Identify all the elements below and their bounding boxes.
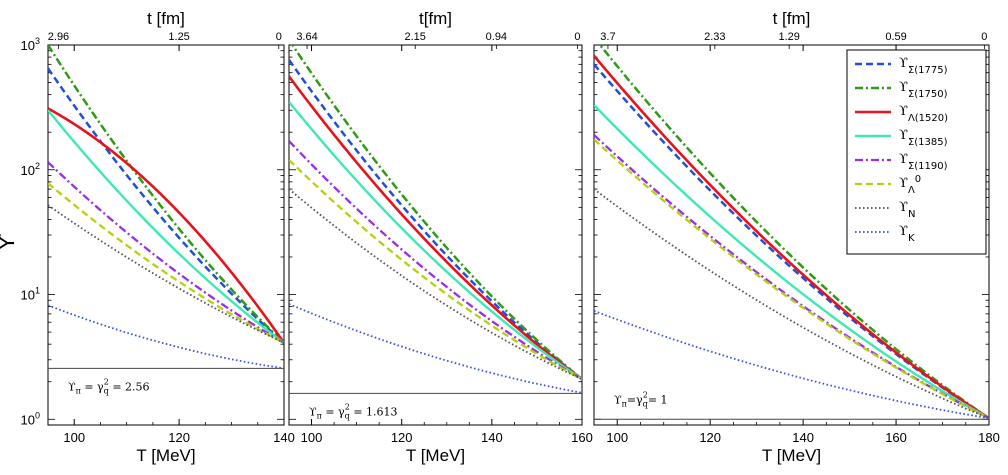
top-tick-label: 3.64 [296, 31, 317, 43]
gamma-annotation: ϒπ = γq2 = 2.56 [68, 377, 150, 395]
x-tick-label: 100 [301, 430, 323, 445]
top-tick-label: 0.59 [885, 31, 906, 43]
series-line [48, 182, 284, 344]
legend-entry: ϒΣ(1385) [855, 128, 948, 148]
series-line [48, 304, 284, 370]
series-line [594, 104, 989, 420]
series-line [48, 161, 284, 344]
series-group [48, 45, 284, 370]
legend-label: ϒΣ(1385) [899, 128, 948, 148]
legend-label: ϒK [899, 224, 915, 244]
series-line [598, 45, 989, 420]
x-tick-label: 100 [606, 430, 628, 445]
x-axis-title: T [MeV] [406, 446, 465, 465]
series-line [289, 159, 582, 381]
gamma-annotation: ϒπ=γq2= 1 [614, 390, 668, 408]
legend-entry: ϒΛ0 [855, 174, 921, 196]
series-line [594, 54, 989, 420]
legend-entry: ϒΣ(1190) [855, 152, 948, 172]
series-line [48, 107, 284, 344]
legend-entry: ϒN [855, 200, 915, 220]
legend-entry: ϒΛ(1520) [855, 104, 948, 124]
series-line [289, 101, 582, 381]
legend-entry: ϒΣ(1750) [855, 80, 948, 100]
top-tick-label: 1.25 [168, 31, 189, 43]
legend-label: ϒΣ(1190) [899, 152, 948, 172]
top-tick-label: 2.33 [704, 31, 725, 43]
y-tick-label: 100 [21, 410, 40, 427]
series-line [289, 188, 582, 380]
panel-3: 100 120 140 160 180 3.7 2.33 1.29 0.59 0 T [MeV] t … [593, 9, 1000, 465]
x-tick-label: 120 [391, 430, 413, 445]
top-tick-label: 0.94 [486, 31, 507, 43]
x-tick-label: 120 [168, 430, 190, 445]
series-line [594, 188, 989, 420]
top-axis-title: t [fm] [147, 9, 185, 28]
top-axis-title: t[fm] [419, 9, 452, 28]
series-line [48, 204, 284, 344]
panel-2: 100 120 140 160 3.64 2.15 0.94 0 T [MeV] t[fm] ϒπ … [288, 9, 593, 465]
x-axis-title: T [MeV] [762, 446, 821, 465]
series-line [289, 303, 582, 394]
top-axis-title: t [fm] [773, 9, 811, 28]
series-group [289, 45, 582, 394]
x-tick-label: 160 [885, 430, 907, 445]
series-line [48, 67, 284, 344]
x-tick-label: 180 [978, 430, 1000, 445]
series-line [289, 59, 582, 381]
legend-label: ϒΣ(1775) [899, 56, 948, 76]
x-tick-label: 120 [699, 430, 721, 445]
gamma-annotation: ϒπ = γq2 = 1.613 [309, 402, 398, 420]
legend-label: ϒΣ(1750) [899, 80, 948, 100]
series-group [594, 45, 989, 420]
y-axis-title: ϒ [0, 234, 19, 251]
panels-layer: 100 120 140 2.96 1.25 0 T [MeV] t [fm] ϒπ = γq2 … [21, 9, 1000, 465]
x-tick-label: 140 [481, 430, 503, 445]
legend-label: ϒΛ(1520) [899, 104, 948, 124]
series-line [594, 138, 989, 420]
x-tick-label: 140 [792, 430, 814, 445]
x-axis-title: T [MeV] [136, 446, 195, 465]
legend-entry: ϒK [855, 224, 915, 244]
top-tick-label: 0 [574, 31, 580, 43]
x-tick-label: 140 [273, 430, 295, 445]
series-line [48, 45, 284, 344]
x-tick-label: 100 [63, 430, 85, 445]
series-line [289, 75, 582, 381]
legend: ϒΣ(1775) ϒΣ(1750) ϒΛ(1520) ϒΣ(1385) ϒΣ(1190)… [846, 49, 987, 255]
top-tick-label: 2.96 [48, 31, 69, 43]
legend-entry: ϒΣ(1775) [855, 56, 948, 76]
y-tick-label: 102 [21, 161, 40, 178]
top-tick-label: 3.7 [600, 31, 615, 43]
top-tick-label: 2.15 [405, 31, 426, 43]
legend-box [846, 49, 987, 255]
y-tick-label: 103 [21, 36, 40, 53]
series-line [48, 109, 284, 344]
series-line [289, 140, 582, 381]
y-tick-label: 101 [21, 286, 40, 303]
panel-1: 100 120 140 2.96 1.25 0 T [MeV] t [fm] ϒπ = γq2 … [47, 9, 295, 465]
top-tick-label: 0 [276, 31, 282, 43]
legend-label: ϒN [899, 200, 915, 220]
top-tick-label: 0 [981, 31, 987, 43]
series-line [290, 45, 582, 381]
x-tick-label: 160 [571, 430, 593, 445]
top-tick-label: 1.29 [778, 31, 799, 43]
legend-label: ϒΛ0 [899, 174, 921, 196]
